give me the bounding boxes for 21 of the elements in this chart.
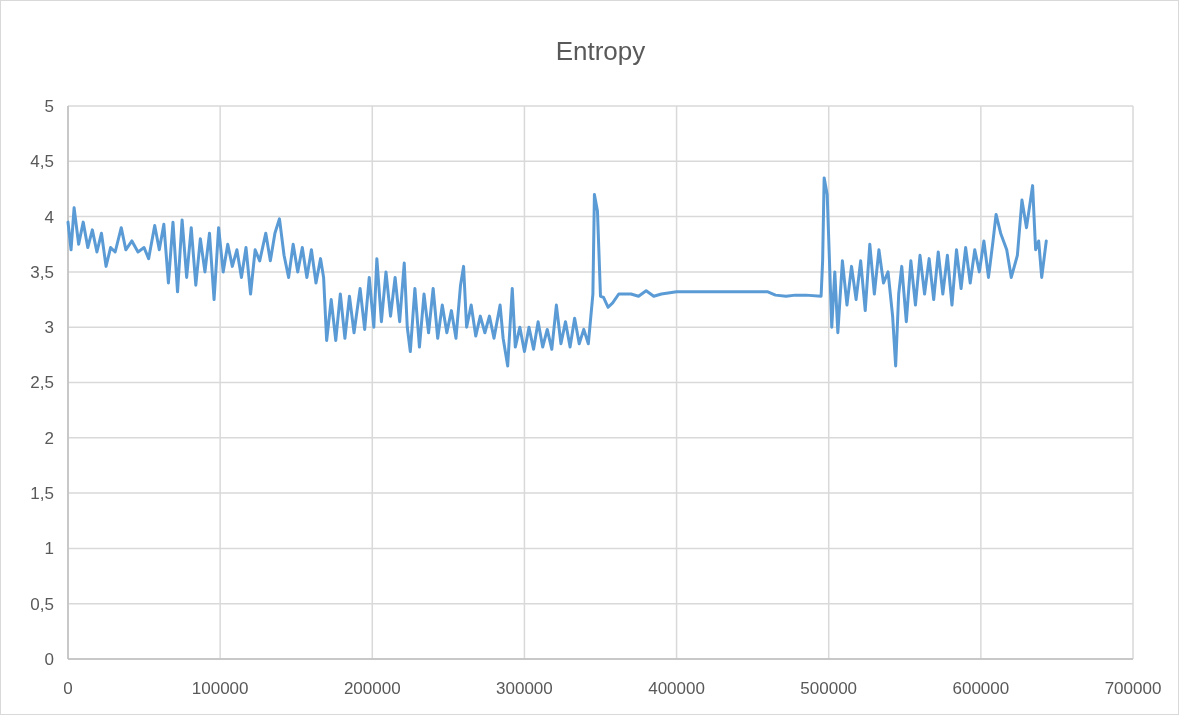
- y-tick-label: 0: [44, 649, 54, 669]
- y-tick-label: 4: [44, 207, 54, 227]
- x-tick-label: 300000: [496, 679, 553, 698]
- y-tick-label: 5: [44, 96, 54, 116]
- y-tick-label: 4,5: [30, 152, 54, 172]
- x-tick-label: 700000: [1104, 679, 1162, 698]
- y-tick-label: 3,5: [30, 262, 54, 282]
- x-tick-label: 500000: [800, 679, 858, 698]
- chart-title: Entropy: [555, 36, 646, 66]
- y-tick-label: 2: [44, 428, 54, 448]
- line-series: [66, 176, 1048, 368]
- y-tick-label: 0,5: [30, 594, 54, 614]
- y-tick-label: 1: [44, 539, 54, 559]
- y-tick-label: 2,5: [30, 373, 54, 393]
- x-tick-label: 600000: [952, 679, 1010, 698]
- y-tick-label: 1,5: [30, 484, 54, 504]
- x-tick-label: 200000: [343, 679, 401, 698]
- x-tick-label: 100000: [191, 679, 249, 698]
- y-tick-label: 3: [44, 318, 54, 338]
- x-tick-label: 400000: [648, 679, 705, 698]
- x-tick-label: 0: [63, 679, 73, 698]
